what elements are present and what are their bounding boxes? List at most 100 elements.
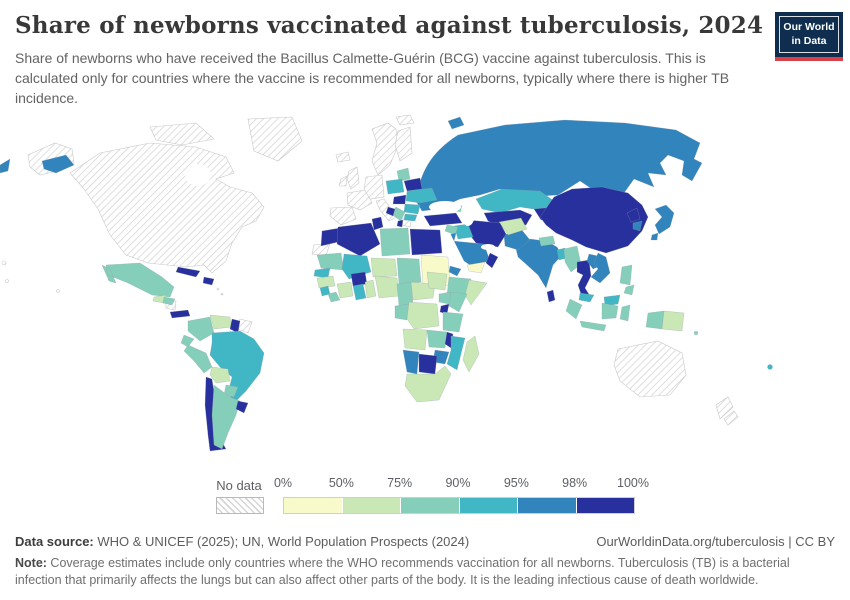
country-china-mongolia[interactable] <box>539 186 649 254</box>
country-guinea[interactable] <box>316 275 336 289</box>
country-iraq[interactable] <box>453 223 474 240</box>
country-ghana[interactable] <box>352 283 367 301</box>
country-papua-new-guinea[interactable] <box>661 310 685 332</box>
country-afghanistan[interactable] <box>498 217 528 236</box>
country-poland[interactable] <box>385 178 405 195</box>
country-south-sudan[interactable] <box>426 271 448 291</box>
country-venezuela[interactable] <box>209 314 233 330</box>
country-mexico[interactable] <box>101 262 175 298</box>
legend-bin-0-50%[interactable] <box>284 498 343 513</box>
country-kenya[interactable] <box>448 291 468 313</box>
country-madagascar[interactable] <box>462 335 480 373</box>
country-mozambique[interactable] <box>446 335 466 371</box>
legend-bin-50-75%[interactable] <box>342 498 401 513</box>
country-new-zealand[interactable] <box>715 396 739 426</box>
country-oman[interactable] <box>485 252 499 269</box>
country-albania[interactable] <box>396 219 404 228</box>
country-yemen[interactable] <box>466 261 486 274</box>
country-congo[interactable] <box>394 303 410 321</box>
country-tanzania[interactable] <box>442 311 464 333</box>
country-philippines[interactable] <box>619 264 635 296</box>
country-central-europe[interactable] <box>363 174 385 200</box>
country-namibia[interactable] <box>402 349 420 375</box>
country-south-korea[interactable] <box>632 220 643 232</box>
owid-logo[interactable]: Our World in Data <box>775 12 843 62</box>
country-baltics[interactable] <box>396 167 411 182</box>
country-uruguay[interactable] <box>235 400 249 414</box>
country-mauritania[interactable] <box>316 252 345 271</box>
country-bolivia[interactable] <box>209 366 231 384</box>
header: Share of newborns vaccinated against tub… <box>15 12 765 109</box>
country-japan[interactable] <box>650 204 675 241</box>
country-svalbard[interactable] <box>395 114 415 126</box>
country-cote-divoire[interactable] <box>336 281 354 299</box>
legend-bin-75-90%[interactable] <box>401 498 460 513</box>
country-bosnia[interactable] <box>385 206 396 217</box>
country-bulgaria[interactable] <box>403 213 418 222</box>
island-dot <box>1 260 7 266</box>
country-benin[interactable] <box>364 279 377 299</box>
country-romania[interactable] <box>403 203 421 215</box>
country-libya[interactable] <box>379 227 411 257</box>
country-scandinavia[interactable] <box>371 122 399 176</box>
country-paraguay[interactable] <box>223 384 239 398</box>
country-zambia[interactable] <box>426 329 448 349</box>
country-iberia[interactable] <box>329 206 357 226</box>
country-colombia[interactable] <box>187 316 215 342</box>
country-chad[interactable] <box>396 257 422 285</box>
country-uganda[interactable] <box>438 291 452 305</box>
country-russia-wrap[interactable] <box>0 158 11 174</box>
owid-link[interactable]: OurWorldinData.org/tuberculosis | CC BY <box>596 534 835 549</box>
country-north-korea[interactable] <box>626 207 641 223</box>
country-cuba[interactable] <box>175 266 201 278</box>
footer: Data source: WHO & UNICEF (2025); UN, Wo… <box>15 534 835 590</box>
country-egypt[interactable] <box>409 228 443 256</box>
legend-bin-90-95%[interactable] <box>459 498 518 513</box>
country-united-kingdom[interactable] <box>346 166 360 190</box>
country-turkey[interactable] <box>423 212 463 227</box>
country-hungary[interactable] <box>392 194 407 205</box>
country-ireland[interactable] <box>338 175 348 187</box>
legend-bin-98-100%[interactable] <box>576 498 634 513</box>
country-arctic-islands[interactable] <box>149 122 215 146</box>
country-botswana[interactable] <box>418 353 438 375</box>
country-finland[interactable] <box>394 126 413 162</box>
country-russia-chukotka[interactable] <box>41 154 75 174</box>
country-australia[interactable] <box>613 340 687 398</box>
country-somalia[interactable] <box>464 279 488 306</box>
country-niger[interactable] <box>370 257 398 278</box>
country-vietnam-cambodia[interactable] <box>590 252 611 284</box>
country-solomon-islands[interactable] <box>693 330 699 336</box>
country-sri-lanka[interactable] <box>546 289 556 303</box>
country-india[interactable] <box>515 238 563 289</box>
legend-bin-95-98%[interactable] <box>518 498 577 513</box>
country-russia-islands[interactable] <box>447 116 465 130</box>
country-italy[interactable] <box>375 198 397 222</box>
country-fiji[interactable] <box>767 364 773 370</box>
legend-no-data-swatch[interactable] <box>216 497 264 514</box>
country-hispaniola[interactable] <box>202 276 215 286</box>
country-ecuador[interactable] <box>180 334 195 348</box>
country-peru[interactable] <box>183 344 213 374</box>
country-belarus[interactable] <box>403 177 423 192</box>
country-nepal[interactable] <box>538 235 556 247</box>
country-malaysia[interactable] <box>578 292 621 307</box>
country-ukraine[interactable] <box>405 187 438 204</box>
country-france[interactable] <box>346 189 373 211</box>
country-argentina[interactable] <box>211 384 241 450</box>
country-honduras[interactable] <box>162 296 176 306</box>
country-algeria[interactable] <box>336 222 381 257</box>
country-indonesia[interactable] <box>565 298 665 332</box>
country-greenland[interactable] <box>247 116 303 162</box>
country-panama[interactable] <box>169 309 191 319</box>
country-eritrea[interactable] <box>448 265 462 277</box>
country-drc[interactable] <box>406 301 440 330</box>
country-iceland[interactable] <box>335 151 351 163</box>
country-liberia[interactable] <box>327 291 341 303</box>
country-burkina-faso[interactable] <box>350 271 368 287</box>
country-canada-usa[interactable] <box>69 142 265 274</box>
country-tunisia[interactable] <box>371 216 384 231</box>
country-angola[interactable] <box>402 328 428 351</box>
country-nigeria[interactable] <box>374 275 400 299</box>
country-south-africa[interactable] <box>404 365 452 403</box>
